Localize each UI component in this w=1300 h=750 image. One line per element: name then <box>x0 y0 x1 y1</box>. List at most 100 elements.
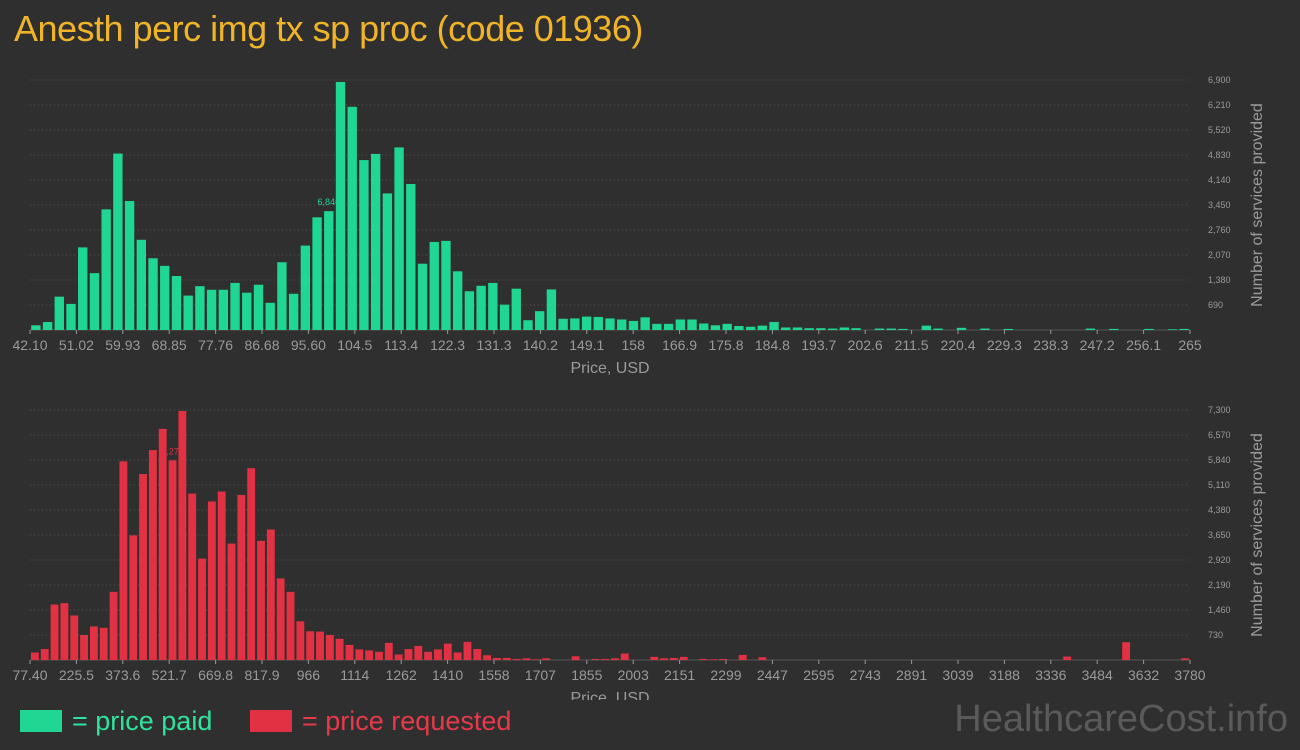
bar <box>237 494 246 660</box>
y-tick-label: 5,520 <box>1208 125 1231 135</box>
y-axis-label: Number of services provided <box>1249 103 1266 307</box>
bar <box>1085 328 1096 330</box>
x-tick-label: 2151 <box>664 667 695 683</box>
bar <box>324 211 334 330</box>
bar <box>792 327 803 330</box>
bar <box>663 323 674 330</box>
x-tick-label: 3484 <box>1082 667 1113 683</box>
x-tick-label: 247.2 <box>1080 337 1115 353</box>
bar <box>620 653 629 660</box>
bar <box>335 81 346 331</box>
bar <box>242 292 252 330</box>
bar <box>429 241 439 330</box>
x-tick-label: 140.2 <box>523 337 558 353</box>
x-tick-label: 77.40 <box>12 667 47 683</box>
bar <box>476 285 486 330</box>
x-tick-label: 77.76 <box>198 337 233 353</box>
x-tick-label: 2003 <box>618 667 649 683</box>
bar <box>511 288 521 330</box>
x-tick-label: 3336 <box>1035 667 1066 683</box>
bar <box>124 201 135 330</box>
x-tick-label: 3188 <box>989 667 1020 683</box>
x-tick-label: 59.93 <box>105 337 140 353</box>
bar <box>54 296 64 330</box>
peak-value-label: 7,271 <box>161 446 184 456</box>
bar <box>139 474 147 660</box>
bar <box>148 258 158 330</box>
bar <box>669 657 678 660</box>
bar <box>452 271 463 330</box>
y-tick-label: 7,300 <box>1208 405 1231 415</box>
x-tick-label: 2743 <box>850 667 881 683</box>
y-tick-label: 690 <box>1208 300 1223 310</box>
y-tick-label: 4,830 <box>1208 150 1231 160</box>
bar <box>886 328 896 330</box>
x-tick-label: 373.6 <box>105 667 140 683</box>
x-tick-label: 1558 <box>478 667 509 683</box>
bar <box>523 320 533 330</box>
x-tick-label: 225.5 <box>59 667 94 683</box>
bar <box>40 649 49 660</box>
y-axis-label: Number of services provided <box>1249 433 1266 637</box>
x-tick-label: 42.10 <box>12 337 47 353</box>
bar <box>781 327 791 330</box>
y-tick-label: 2,760 <box>1208 225 1231 235</box>
bar <box>306 631 315 660</box>
bar <box>499 304 510 330</box>
bar <box>532 659 541 660</box>
y-tick-label: 2,190 <box>1208 580 1231 590</box>
bar <box>355 649 364 660</box>
x-tick-label: 966 <box>297 667 321 683</box>
x-tick-label: 184.8 <box>755 337 790 353</box>
bar <box>286 591 295 660</box>
bar <box>816 328 826 330</box>
bar <box>650 656 659 660</box>
bar <box>463 641 472 660</box>
bar <box>441 240 451 330</box>
bar <box>570 318 580 330</box>
bar <box>546 289 557 330</box>
x-tick-label: 158 <box>622 337 646 353</box>
bar <box>325 635 334 660</box>
x-tick-label: 256.1 <box>1126 337 1161 353</box>
bar <box>687 319 697 330</box>
bar <box>483 655 492 660</box>
y-tick-label: 3,450 <box>1208 200 1231 210</box>
bar <box>709 659 718 660</box>
legend-price-paid: = price paid <box>20 704 212 738</box>
legend-price-requested: = price requested <box>250 704 511 738</box>
bar <box>227 543 236 660</box>
x-axis-label: Price, USD <box>570 690 649 700</box>
bar <box>710 325 721 330</box>
x-tick-label: 3780 <box>1174 667 1205 683</box>
bar <box>933 328 943 330</box>
x-tick-label: 193.7 <box>801 337 836 353</box>
bar <box>719 658 727 660</box>
bar <box>109 591 118 660</box>
bar <box>542 658 551 660</box>
bar <box>699 323 709 330</box>
y-tick-label: 6,210 <box>1208 100 1231 110</box>
x-tick-label: 2299 <box>710 667 741 683</box>
bar <box>160 265 170 330</box>
bar <box>375 651 383 660</box>
y-tick-label: 3,650 <box>1208 530 1231 540</box>
bar <box>757 325 768 330</box>
chart-title: Anesth perc img tx sp proc (code 01936) <box>14 8 643 49</box>
bar <box>277 262 287 330</box>
x-tick-label: 122.3 <box>430 337 465 353</box>
bar <box>758 657 767 660</box>
bar <box>335 638 344 660</box>
bar <box>370 153 381 330</box>
x-tick-label: 166.9 <box>662 337 697 353</box>
bar <box>394 654 403 660</box>
y-tick-label: 2,070 <box>1208 250 1231 260</box>
bar <box>101 209 111 330</box>
bar <box>488 282 498 330</box>
bar <box>406 183 416 330</box>
bar <box>148 450 157 660</box>
watermark: HealthcareCost.info <box>954 698 1288 740</box>
legend-label-requested: = price requested <box>302 705 512 736</box>
x-tick-label: 95.60 <box>291 337 326 353</box>
bar <box>178 410 187 660</box>
